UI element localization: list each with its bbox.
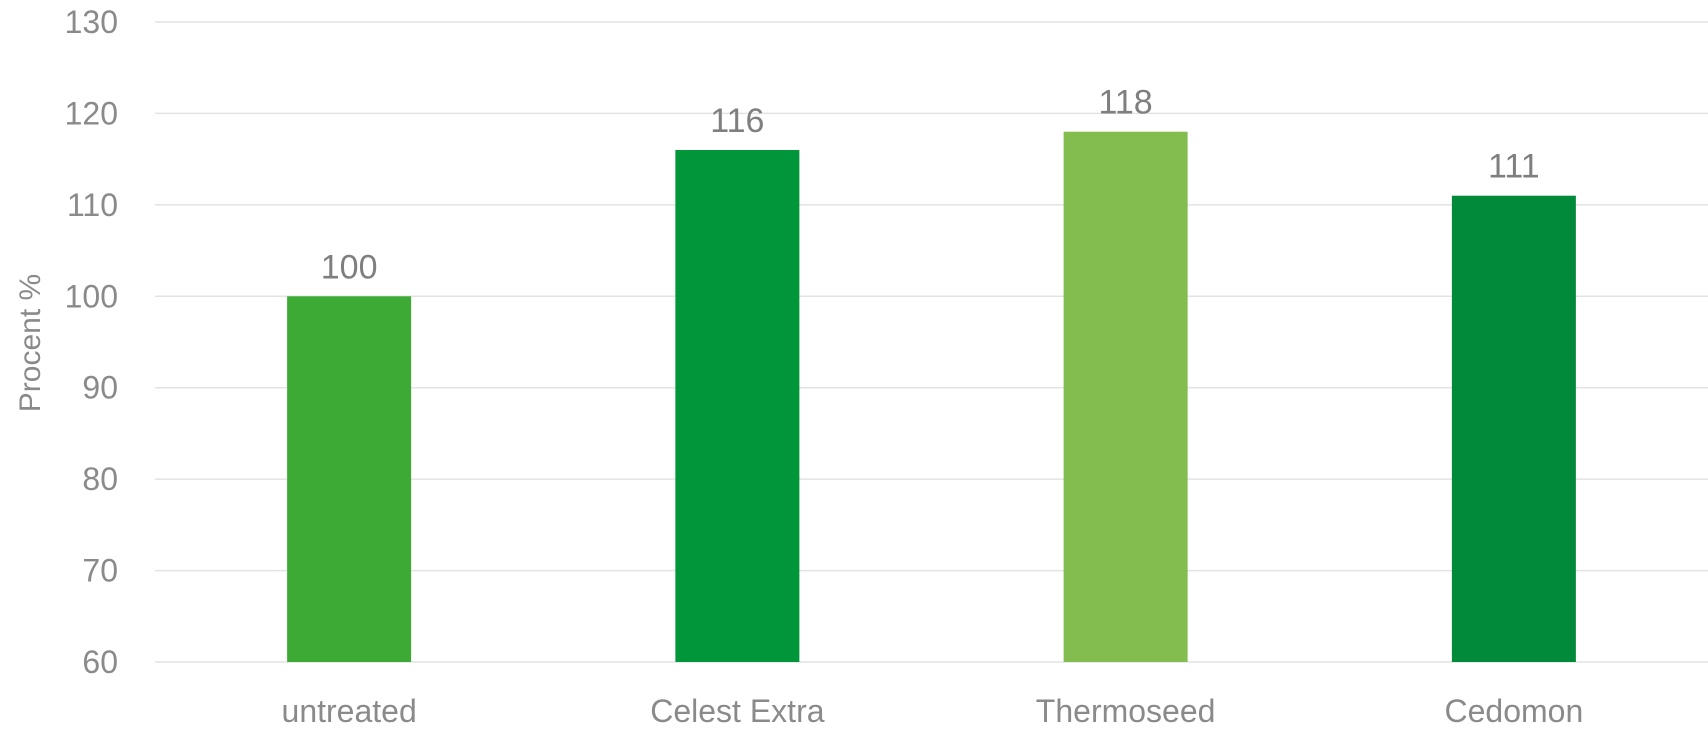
y-tick-label: 120: [65, 95, 118, 131]
data-label: 118: [1099, 84, 1153, 122]
x-category-label: untreated: [282, 693, 417, 729]
y-tick-label: 60: [82, 644, 118, 680]
data-label: 116: [710, 102, 764, 140]
data-labels: 100 116 118 111: [321, 84, 1540, 287]
x-category-label: Celest Extra: [650, 693, 824, 729]
y-tick-label: 80: [82, 461, 118, 497]
y-tick-label: 90: [82, 370, 118, 406]
bar-cedomon: [1451, 195, 1576, 662]
x-category-label: Thermoseed: [1036, 693, 1216, 729]
y-tick-label: 70: [82, 553, 118, 589]
y-tick-label: 100: [65, 278, 118, 314]
y-tick-label: 110: [67, 187, 118, 223]
y-axis-title: Procent %: [14, 274, 47, 412]
y-tick-label: 130: [65, 4, 118, 40]
x-category-label: Cedomon: [1445, 693, 1584, 729]
bar-untreated: [287, 296, 412, 662]
bars: [287, 131, 1576, 662]
data-label: 100: [321, 248, 378, 286]
bar-thermoseed: [1063, 131, 1188, 662]
x-axis-categories: untreated Celest Extra Thermoseed Cedomon: [282, 693, 1584, 729]
data-label: 111: [1488, 148, 1540, 186]
y-axis-ticks: 60 70 80 90 100 110 120 130: [65, 4, 118, 680]
bar-celest-extra: [675, 150, 800, 662]
gridlines: [155, 21, 1708, 663]
